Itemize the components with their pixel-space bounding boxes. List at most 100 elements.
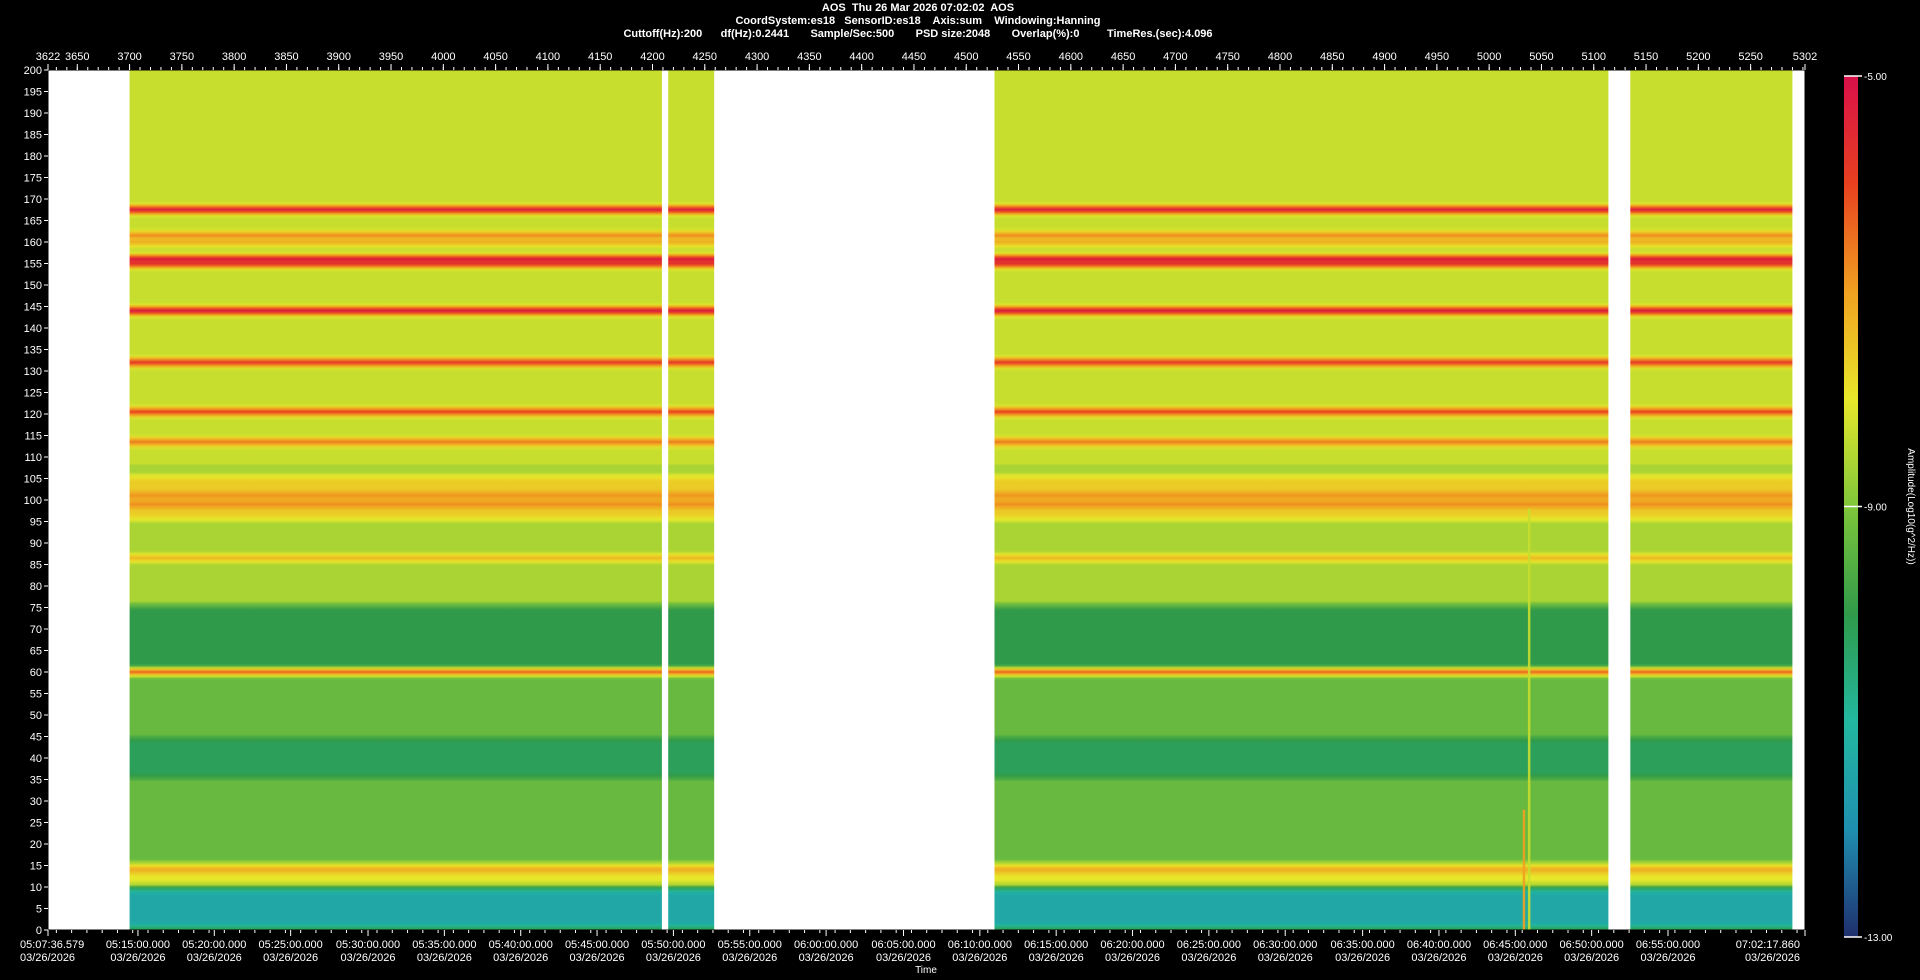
y-tick-label: 195 bbox=[24, 87, 42, 99]
time-tick-label: 06:20:00.000 bbox=[1100, 939, 1164, 951]
top-tick-label: 4950 bbox=[1425, 51, 1449, 63]
top-axis: 3622 3650 3700 3750 3800 3850 3900 3950 4000 4050… bbox=[36, 51, 1817, 70]
top-tick-label: 5250 bbox=[1738, 51, 1762, 63]
date-tick-label: 03/26/2026 bbox=[1105, 952, 1160, 964]
top-tick-label: 4300 bbox=[745, 51, 769, 63]
date-tick-label: 03/26/2026 bbox=[1181, 952, 1236, 964]
chart-title: AOS Thu 26 Mar 2026 07:02:02 AOS bbox=[821, 2, 1015, 14]
top-tick-label: 4250 bbox=[693, 51, 717, 63]
time-tick-label: 05:50:00.000 bbox=[641, 939, 705, 951]
y-tick-label: 110 bbox=[24, 452, 42, 464]
top-tick-label: 4100 bbox=[536, 51, 560, 63]
date-tick-label: 03/26/2026 bbox=[493, 952, 548, 964]
top-tick-label: 3650 bbox=[65, 51, 89, 63]
time-tick-label: 06:25:00.000 bbox=[1177, 939, 1241, 951]
date-tick-label: 03/26/2026 bbox=[722, 952, 777, 964]
top-tick-label: 4400 bbox=[849, 51, 873, 63]
time-tick-label: 05:15:00.000 bbox=[106, 939, 170, 951]
colorbar-tick-label: -9.00 bbox=[1864, 503, 1887, 514]
chart-params-line-1: CoordSystem:es18 SensorID:es18 Axis:sum … bbox=[735, 15, 1101, 27]
top-tick-label: 4350 bbox=[797, 51, 821, 63]
transient-event-2 bbox=[1522, 809, 1526, 930]
date-tick-label: 03/26/2026 bbox=[646, 952, 701, 964]
time-tick-label: 06:00:00.000 bbox=[794, 939, 858, 951]
data-segment-3 bbox=[994, 70, 1609, 930]
y-tick-label: 180 bbox=[24, 151, 42, 163]
y-tick-label: 20 bbox=[30, 839, 42, 851]
time-tick-label: 07:02:17.860 bbox=[1736, 939, 1800, 951]
y-tick-label: 90 bbox=[30, 538, 42, 550]
time-tick-label: 05:07:36.579 bbox=[20, 939, 84, 951]
top-tick-label: 4000 bbox=[431, 51, 455, 63]
y-tick-label: 135 bbox=[24, 345, 42, 357]
y-tick-label: 160 bbox=[24, 237, 42, 249]
top-tick-label: 4850 bbox=[1320, 51, 1344, 63]
y-tick-label: 100 bbox=[24, 495, 42, 507]
time-tick-label: 05:20:00.000 bbox=[182, 939, 246, 951]
time-tick-label: 06:30:00.000 bbox=[1253, 939, 1317, 951]
date-tick-label: 03/26/2026 bbox=[263, 952, 318, 964]
date-tick-label: 03/26/2026 bbox=[1564, 952, 1619, 964]
top-tick-label: 4800 bbox=[1268, 51, 1292, 63]
date-tick-label: 03/26/2026 bbox=[1258, 952, 1313, 964]
colorbar-tick-label: -5.00 bbox=[1864, 72, 1887, 83]
top-tick-label: 3850 bbox=[274, 51, 298, 63]
date-tick-label: 03/26/2026 bbox=[876, 952, 931, 964]
time-tick-label: 06:05:00.000 bbox=[871, 939, 935, 951]
time-tick-label: 06:50:00.000 bbox=[1560, 939, 1624, 951]
date-tick-label: 03/26/2026 bbox=[187, 952, 242, 964]
top-tick-label: 4650 bbox=[1111, 51, 1135, 63]
y-tick-label: 75 bbox=[30, 603, 42, 615]
top-tick-label: 5302 bbox=[1793, 51, 1817, 63]
y-tick-label: 35 bbox=[30, 775, 42, 787]
time-tick-label: 05:55:00.000 bbox=[718, 939, 782, 951]
top-tick-label: 5100 bbox=[1581, 51, 1605, 63]
chart-header: AOS Thu 26 Mar 2026 07:02:02 AOS CoordSy… bbox=[0, 2, 1836, 41]
date-tick-label: 03/26/2026 bbox=[570, 952, 625, 964]
y-tick-label: 145 bbox=[24, 302, 42, 314]
date-tick-label: 03/26/2026 bbox=[20, 952, 75, 964]
time-tick-label: 05:25:00.000 bbox=[259, 939, 323, 951]
chart-params-line-2: Cuttoff(Hz):200 df(Hz):0.2441 Sample/Sec… bbox=[623, 28, 1213, 40]
date-tick-label: 03/26/2026 bbox=[1029, 952, 1084, 964]
top-tick-label: 4600 bbox=[1059, 51, 1083, 63]
time-tick-label: 06:15:00.000 bbox=[1024, 939, 1088, 951]
time-tick-label: 05:30:00.000 bbox=[336, 939, 400, 951]
time-tick-label: 05:40:00.000 bbox=[489, 939, 553, 951]
y-tick-label: 85 bbox=[30, 560, 42, 572]
date-tick-label: 03/26/2026 bbox=[1411, 952, 1466, 964]
time-tick-label: 06:55:00.000 bbox=[1636, 939, 1700, 951]
y-tick-label: 45 bbox=[30, 732, 42, 744]
y-tick-label: 155 bbox=[24, 259, 42, 271]
top-tick-label: 3950 bbox=[379, 51, 403, 63]
y-tick-label: 55 bbox=[30, 689, 42, 701]
y-tick-label: 65 bbox=[30, 646, 42, 658]
data-segment-2 bbox=[668, 70, 715, 930]
top-tick-label: 5150 bbox=[1634, 51, 1658, 63]
y-tick-label: 5 bbox=[36, 904, 42, 916]
y-tick-label: 15 bbox=[30, 861, 42, 873]
top-tick-label: 4700 bbox=[1163, 51, 1187, 63]
top-tick-label: 4200 bbox=[640, 51, 664, 63]
spectrogram-data bbox=[129, 70, 1793, 930]
y-tick-label: 165 bbox=[24, 216, 42, 228]
time-tick-label: 06:40:00.000 bbox=[1407, 939, 1471, 951]
y-tick-label: 200 bbox=[24, 65, 42, 77]
date-tick-label: 03/26/2026 bbox=[1640, 952, 1695, 964]
top-tick-label: 4450 bbox=[902, 51, 926, 63]
y-tick-label: 70 bbox=[30, 624, 42, 636]
date-tick-label: 03/26/2026 bbox=[952, 952, 1007, 964]
y-tick-label: 130 bbox=[24, 366, 42, 378]
y-tick-label: 115 bbox=[24, 431, 42, 443]
y-tick-label: 175 bbox=[24, 173, 42, 185]
y-tick-label: 185 bbox=[24, 130, 42, 142]
y-tick-label: 80 bbox=[30, 581, 42, 593]
top-tick-label: 4500 bbox=[954, 51, 978, 63]
left-axis: 0 5 10 15 20 25 30 35 40 45 50 55 60 65 70 75 80 85 90 95 10… bbox=[24, 65, 48, 937]
y-tick-label: 50 bbox=[30, 710, 42, 722]
date-tick-label: 03/26/2026 bbox=[1335, 952, 1390, 964]
top-tick-label: 4150 bbox=[588, 51, 612, 63]
transient-event-1 bbox=[1527, 508, 1531, 930]
bottom-axis: 05:07:36.57903/26/202605:15:00.00003/26/… bbox=[20, 930, 1806, 964]
